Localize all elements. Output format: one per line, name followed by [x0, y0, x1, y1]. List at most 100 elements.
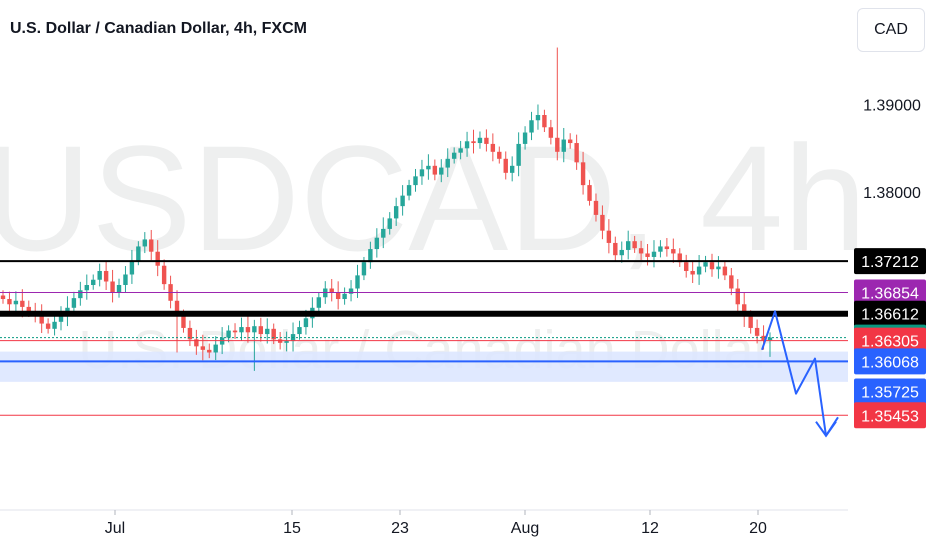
candle — [58, 306, 64, 331]
candle — [484, 129, 489, 152]
candle-body — [490, 143, 496, 152]
candle — [342, 287, 347, 305]
candle-body — [200, 346, 206, 350]
candle — [13, 291, 19, 313]
candle-body — [26, 306, 31, 312]
candle — [767, 332, 773, 357]
price-label-text: 1.36854 — [861, 286, 919, 303]
candle-body — [45, 323, 51, 329]
candle — [439, 159, 444, 183]
candle-body — [767, 337, 773, 341]
candle — [690, 261, 695, 284]
candle-body — [561, 139, 566, 152]
candle-body — [52, 321, 57, 329]
candle-body — [245, 327, 251, 333]
price-label-text: 1.36612 — [861, 307, 919, 324]
candle — [116, 278, 122, 298]
candle — [232, 323, 238, 339]
candle-body — [464, 141, 470, 149]
candle-body — [722, 266, 728, 276]
candle — [567, 133, 573, 149]
candle — [316, 292, 322, 313]
candle-body — [0, 295, 6, 300]
candle-body — [103, 270, 109, 282]
candle-body — [374, 237, 380, 250]
candle-body — [129, 260, 135, 275]
candle — [155, 240, 160, 277]
candle-body — [232, 330, 238, 333]
candle — [45, 318, 51, 334]
candle — [522, 126, 528, 150]
candle — [97, 263, 102, 287]
candle-body — [84, 285, 89, 291]
candle-body — [142, 239, 147, 247]
candle — [477, 131, 483, 149]
chart-title: U.S. Dollar / Canadian Dollar, 4h, FXCM — [10, 20, 307, 37]
candle — [142, 232, 147, 254]
candle-body — [271, 328, 276, 340]
candle — [393, 197, 399, 226]
candle — [400, 185, 405, 216]
candle — [91, 274, 96, 290]
candle — [226, 325, 231, 343]
candle-body — [484, 137, 489, 144]
candle-body — [471, 141, 476, 144]
candle-body — [355, 275, 360, 289]
candle — [509, 156, 515, 182]
demand-zone — [0, 351, 848, 382]
candle-body — [387, 218, 392, 229]
candle — [265, 318, 270, 344]
watermark-symbol: USDCAD, 4h — [0, 114, 867, 282]
currency-button[interactable]: CAD — [857, 8, 925, 52]
candle-body — [709, 262, 715, 270]
candles-layer — [0, 47, 773, 371]
candle — [606, 219, 612, 254]
price-label-bg — [854, 300, 926, 327]
candle-body — [413, 176, 418, 186]
candle — [490, 133, 496, 162]
candle-body — [213, 344, 218, 353]
candle — [587, 179, 592, 206]
candle — [684, 254, 689, 278]
candle-body — [638, 248, 644, 254]
candle-body — [574, 143, 579, 163]
price-label-text: 1.36305 — [861, 334, 919, 351]
candle — [613, 236, 618, 261]
candle-body — [580, 162, 586, 186]
candle-body — [329, 288, 334, 293]
price-label-bg — [854, 327, 926, 354]
candle — [542, 109, 547, 132]
candle-body — [735, 288, 740, 305]
candle — [174, 290, 180, 353]
candle — [451, 147, 457, 164]
candle-body — [555, 137, 560, 152]
price-label-text: 1.36068 — [861, 354, 919, 371]
watermark: USDCAD, 4h U.S. Dollar / Canadian Dollar — [0, 114, 867, 380]
candle-body — [677, 253, 682, 263]
candle — [722, 261, 728, 281]
candle-body — [542, 115, 547, 128]
candle — [632, 235, 637, 253]
candle — [297, 320, 302, 340]
candle — [387, 212, 392, 235]
candle-body — [587, 185, 592, 201]
candle-body — [149, 239, 154, 252]
candle-body — [181, 314, 186, 328]
candle — [103, 261, 109, 291]
candle — [593, 193, 599, 222]
price-label: 1.35725 — [854, 378, 926, 405]
candle — [709, 253, 715, 277]
candle-body — [265, 328, 270, 335]
candle-body — [361, 262, 367, 276]
candle-body — [451, 152, 457, 159]
candle — [368, 241, 373, 269]
candle — [52, 314, 57, 336]
price-label: 1.35453 — [854, 402, 926, 429]
candle-body — [284, 341, 289, 343]
candle — [419, 159, 425, 185]
candle-body — [335, 292, 341, 300]
candle-body — [71, 298, 77, 308]
x-tick-label: 12 — [641, 520, 659, 537]
candle — [110, 269, 115, 303]
candle — [658, 240, 663, 258]
